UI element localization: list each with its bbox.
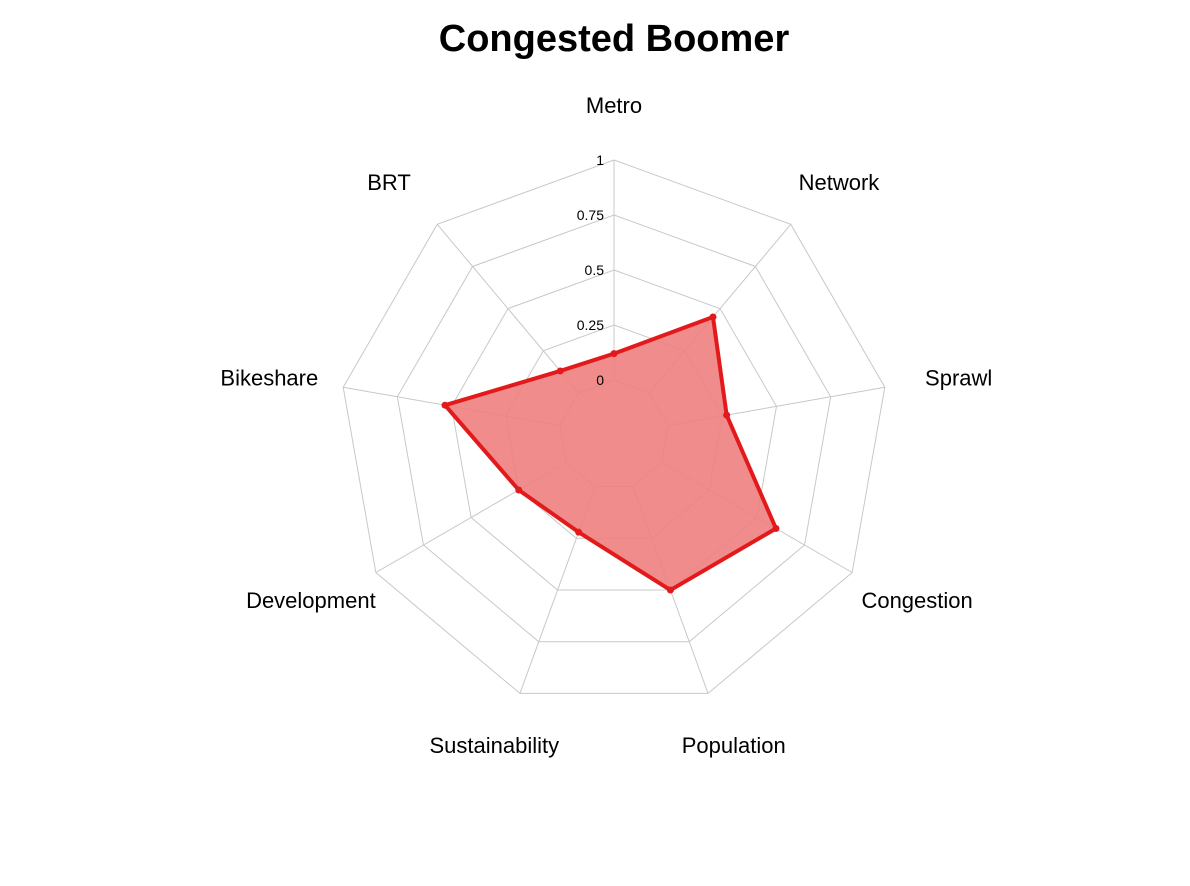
axis-label-network: Network	[799, 170, 881, 195]
data-point-network	[709, 313, 717, 321]
data-point-sprawl	[723, 411, 731, 419]
grid-ring-3	[396, 214, 832, 643]
series-area	[445, 317, 776, 591]
data-point-metro	[610, 350, 618, 358]
axis-label-sprawl: Sprawl	[925, 366, 992, 391]
axis-labels: Metro Network Sprawl Congestion Population Su…	[220, 93, 992, 758]
data-point-congestion	[772, 525, 780, 532]
radar-series	[441, 313, 780, 594]
tick-label: 1	[596, 152, 604, 168]
axis-label-development: Development	[246, 588, 376, 613]
spoke-brt	[436, 224, 580, 394]
radial-tick-labels: 0 0.25 0.5 0.75 1	[577, 152, 604, 388]
data-point-population	[666, 586, 674, 594]
data-point-bikeshare	[441, 401, 449, 409]
series-line	[443, 315, 778, 593]
axis-label-bikeshare: Bikeshare	[220, 366, 318, 391]
data-point-sustainability	[575, 528, 583, 536]
grid-ring-4	[342, 159, 886, 694]
tick-label: 0.75	[577, 207, 604, 223]
grid-ring-2	[450, 269, 778, 591]
axis-label-congestion: Congestion	[861, 588, 972, 613]
tick-label: 0.5	[585, 262, 605, 278]
tick-label: 0.25	[577, 317, 604, 333]
axis-label-metro: Metro	[586, 93, 642, 118]
axis-label-sustainability: Sustainability	[429, 733, 559, 758]
data-point-development	[515, 486, 523, 494]
tick-label: 0	[596, 372, 604, 388]
axis-label-brt: BRT	[367, 170, 411, 195]
axis-label-population: Population	[682, 733, 786, 758]
data-point-brt	[556, 367, 564, 375]
chart-title: Congested Boomer	[438, 18, 790, 60]
